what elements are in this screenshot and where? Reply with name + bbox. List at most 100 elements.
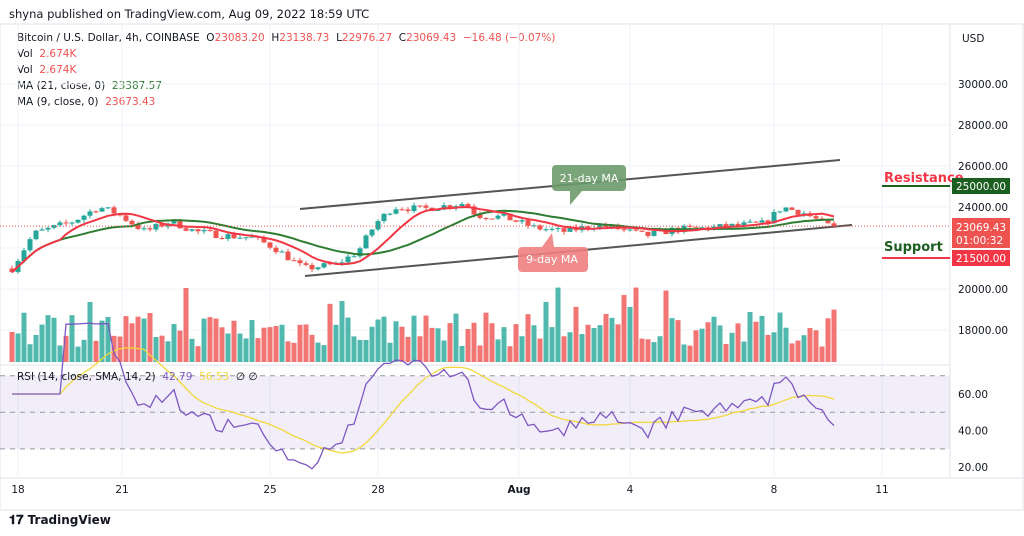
candle-body (177, 220, 183, 229)
candle-body (693, 226, 699, 228)
x-tick-label: Aug (507, 484, 530, 496)
x-tick-label: 8 (771, 484, 778, 496)
candle-body (405, 209, 411, 212)
support-label: Support (884, 240, 943, 255)
volume-bar (387, 342, 393, 362)
volume-bar (567, 332, 573, 362)
x-tick-label: 18 (11, 484, 24, 496)
rsi-tick-label: 20.00 (958, 462, 988, 474)
candle-body (549, 228, 555, 230)
volume-bar (105, 316, 111, 362)
volume-bar (747, 312, 753, 362)
candle-body (141, 228, 147, 230)
candle-body (339, 262, 345, 264)
candle-body (633, 229, 639, 231)
volume-bar (483, 312, 489, 362)
candle-body (831, 223, 837, 227)
volume-bar (573, 306, 579, 362)
candle-body (621, 229, 627, 231)
volume-bar (639, 338, 645, 362)
candle-body (357, 248, 363, 257)
candle-body (69, 222, 75, 224)
volume-bar (195, 346, 201, 362)
l-label: L (336, 32, 342, 44)
volume-bar (657, 336, 663, 362)
volume-bar (441, 340, 447, 362)
candle-body (501, 213, 507, 216)
candle-body (201, 230, 207, 232)
volume-bar (357, 339, 363, 362)
volume-bar (147, 313, 153, 362)
volume-bar (813, 330, 819, 362)
candle-body (249, 236, 255, 238)
volume-bar (183, 287, 189, 362)
price-tick-label: 26000.00 (958, 161, 1008, 173)
tradingview-logo[interactable]: 𝟏𝟕 TradingView (9, 513, 111, 528)
candle-body (375, 221, 381, 230)
volume-bar (783, 327, 789, 362)
candle-body (219, 238, 225, 240)
close-value: 23069.43 (406, 32, 457, 44)
volume-bar (243, 338, 249, 362)
volume-bar (663, 290, 669, 362)
volume-bar (705, 322, 711, 362)
volume-bar (495, 339, 501, 362)
candle-body (489, 218, 495, 220)
price-tick-label: 18000.00 (958, 325, 1008, 337)
candle-body (129, 220, 135, 225)
candle-body (147, 228, 153, 230)
volume-bar (393, 321, 399, 362)
candle-body (477, 214, 483, 218)
volume-bar (825, 318, 831, 362)
candle-body (387, 213, 393, 215)
volume-bar (171, 323, 177, 362)
resistance-price: 25000.00 (956, 181, 1006, 193)
rsi-tick-label: 40.00 (958, 426, 988, 438)
last-price-tag (952, 218, 1010, 248)
volume-bar (159, 335, 165, 362)
candle-body (345, 256, 351, 263)
candle-body (543, 229, 549, 231)
volume-bar (219, 327, 225, 362)
candle-body (297, 260, 303, 264)
volume-bar (789, 343, 795, 362)
volume-bar (315, 342, 321, 362)
volume-bar (831, 309, 837, 362)
candle-body (483, 217, 489, 219)
volume-bar (345, 317, 351, 362)
volume-bar (261, 327, 267, 362)
resistance-label: Resistance (884, 171, 964, 186)
volume-bar (309, 334, 315, 362)
candle-body (435, 209, 441, 212)
candle-body (309, 264, 315, 270)
volume-bar (633, 287, 639, 362)
volume-bar (321, 345, 327, 362)
volume-bar (549, 327, 555, 362)
volume-bar (93, 340, 99, 362)
candle-body (279, 251, 285, 253)
candle-body (555, 228, 561, 230)
annotation-21-day-ma-bubble (552, 165, 626, 205)
candle-body (63, 222, 69, 224)
candle-body (81, 215, 87, 220)
volume-bar (123, 316, 129, 362)
volume-bar (351, 336, 357, 362)
support-price: 21500.00 (956, 253, 1006, 265)
volume-bar (33, 334, 39, 362)
candle-body (537, 225, 543, 230)
candle-body (9, 268, 15, 273)
chart-frame (0, 23, 1024, 511)
volume-bar (213, 318, 219, 362)
candle-body (567, 226, 573, 232)
annotation-9-day-ma: 9-day MA (526, 253, 578, 266)
volume-bar (525, 314, 531, 362)
rsi-sma-line (12, 347, 835, 454)
volume-bar (225, 333, 231, 362)
candle-body (303, 263, 309, 265)
candle-body (45, 227, 51, 230)
volume-bar (453, 313, 459, 362)
volume-bar (777, 312, 783, 362)
last-price: 23069.43 (956, 222, 1006, 234)
candle-body (651, 231, 657, 236)
